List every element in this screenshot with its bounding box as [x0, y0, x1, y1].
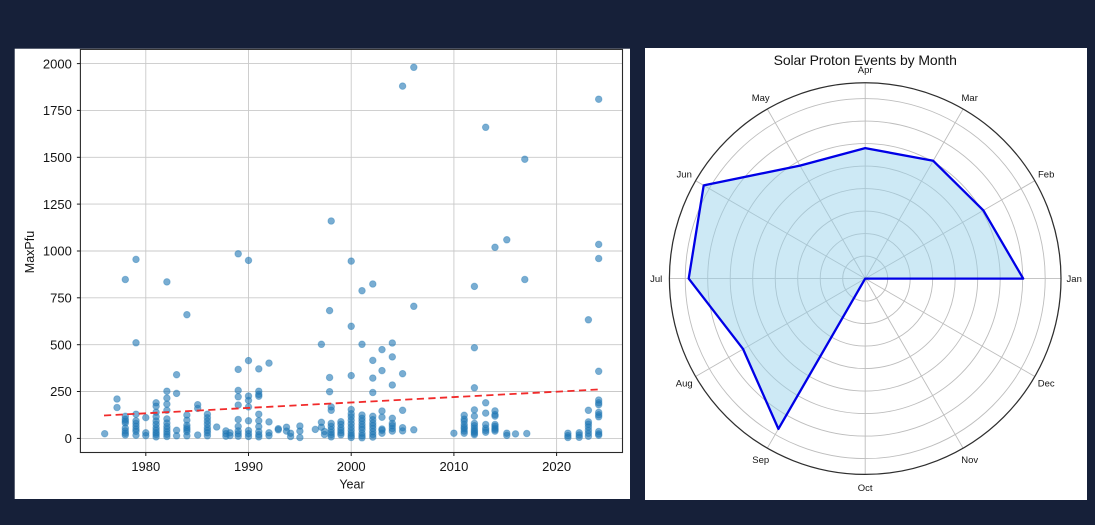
svg-text:1980: 1980 — [131, 459, 160, 474]
svg-text:250: 250 — [50, 384, 72, 399]
svg-text:Dec: Dec — [1038, 379, 1055, 390]
svg-text:1750: 1750 — [43, 103, 72, 118]
svg-text:Apr: Apr — [858, 65, 873, 76]
svg-text:Jan: Jan — [1067, 274, 1082, 285]
svg-text:1000: 1000 — [43, 244, 72, 259]
svg-text:Mar: Mar — [962, 93, 978, 104]
svg-text:Feb: Feb — [1038, 170, 1054, 181]
svg-text:2010: 2010 — [439, 459, 468, 474]
svg-text:Jun: Jun — [677, 170, 692, 181]
svg-text:1250: 1250 — [43, 197, 72, 212]
svg-text:0: 0 — [65, 431, 72, 446]
svg-text:MaxPfu: MaxPfu — [23, 231, 37, 273]
svg-text:May: May — [752, 93, 770, 104]
svg-text:Solar Proton Events by Month: Solar Proton Events by Month — [774, 52, 957, 68]
svg-text:Nov: Nov — [961, 455, 978, 466]
svg-text:2020: 2020 — [542, 459, 571, 474]
svg-text:1990: 1990 — [234, 459, 263, 474]
svg-text:Aug: Aug — [676, 379, 693, 390]
svg-text:2000: 2000 — [43, 56, 72, 71]
svg-text:Jul: Jul — [650, 274, 662, 285]
svg-text:750: 750 — [50, 291, 72, 306]
svg-text:Sep: Sep — [752, 455, 769, 466]
svg-text:Year: Year — [339, 478, 364, 492]
svg-text:1500: 1500 — [43, 150, 72, 165]
svg-text:2000: 2000 — [337, 459, 366, 474]
svg-text:500: 500 — [50, 337, 72, 352]
svg-text:Oct: Oct — [858, 483, 873, 494]
